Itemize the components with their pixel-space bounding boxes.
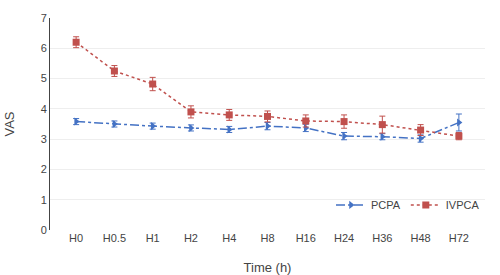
svg-text:3: 3 [41, 133, 47, 145]
svg-text:5: 5 [41, 72, 47, 84]
svg-text:H24: H24 [334, 232, 354, 244]
svg-text:H2: H2 [184, 232, 198, 244]
svg-text:H48: H48 [411, 232, 431, 244]
svg-text:7: 7 [41, 12, 47, 24]
svg-text:H0: H0 [69, 232, 83, 244]
svg-text:Time (h): Time (h) [244, 260, 292, 275]
svg-text:H72: H72 [449, 232, 469, 244]
svg-text:H16: H16 [296, 232, 316, 244]
svg-text:4: 4 [41, 103, 47, 115]
svg-text:IVPCA: IVPCA [446, 199, 480, 211]
svg-text:VAS: VAS [2, 111, 17, 136]
svg-text:6: 6 [41, 42, 47, 54]
svg-text:2: 2 [41, 163, 47, 175]
svg-text:H8: H8 [260, 232, 274, 244]
svg-text:H1: H1 [146, 232, 160, 244]
svg-text:H36: H36 [372, 232, 392, 244]
svg-text:H4: H4 [222, 232, 236, 244]
svg-text:0: 0 [41, 224, 47, 236]
svg-text:PCPA: PCPA [371, 199, 401, 211]
svg-text:1: 1 [41, 194, 47, 206]
svg-text:H0.5: H0.5 [103, 232, 126, 244]
